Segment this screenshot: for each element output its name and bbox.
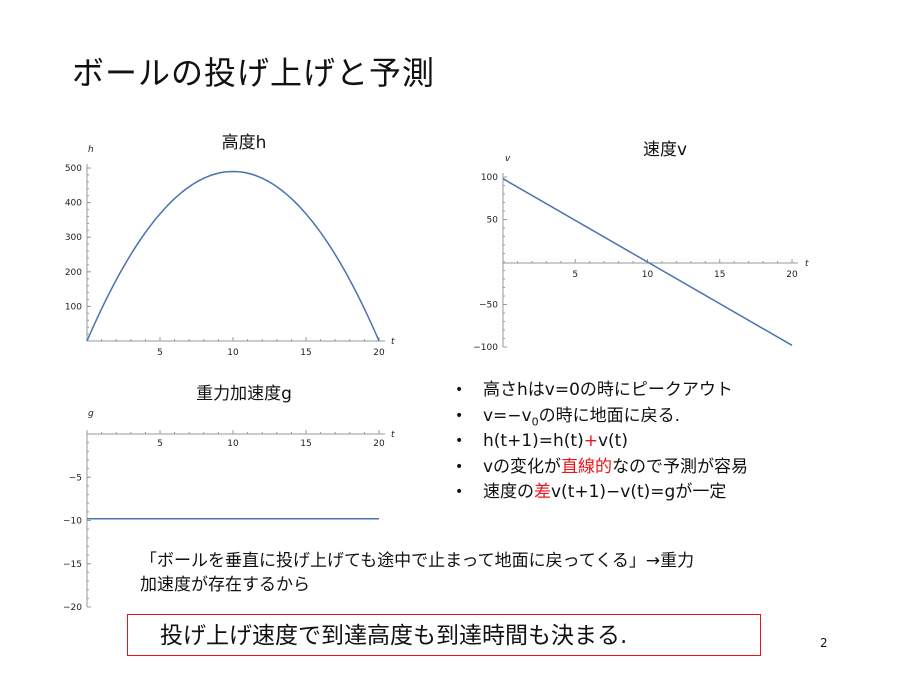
y-tick-label: −50 bbox=[479, 301, 498, 311]
x-tick-label: 5 bbox=[572, 270, 578, 280]
bullet-text: 高さhはv=0の時にピークアウト bbox=[483, 380, 733, 400]
x-tick-label: 15 bbox=[300, 348, 311, 358]
bullet-text: の時に地面に戻る. bbox=[538, 405, 681, 426]
y-tick-label: −20 bbox=[63, 603, 82, 613]
bullet-dot: • bbox=[455, 407, 464, 424]
y-tick-label: 50 bbox=[487, 216, 499, 226]
y-tick-label: −10 bbox=[63, 517, 82, 527]
bullet-text: v(t+1)−v(t)=gが一定 bbox=[551, 482, 727, 502]
y-tick-label: −5 bbox=[69, 473, 82, 483]
x-tick-label: 10 bbox=[642, 270, 654, 280]
x-axis-label: t bbox=[805, 259, 809, 269]
bullet-dot: • bbox=[455, 484, 464, 500]
page-number: 2 bbox=[820, 636, 828, 650]
y-tick-label: 300 bbox=[65, 233, 82, 243]
y-tick-label: 200 bbox=[65, 268, 82, 278]
y-axis-label: h bbox=[88, 145, 94, 155]
x-tick-label: 20 bbox=[373, 348, 385, 358]
bullet-highlight: + bbox=[583, 431, 598, 451]
x-tick-label: 15 bbox=[300, 439, 311, 449]
x-axis-label: t bbox=[391, 430, 395, 440]
x-tick-label: 20 bbox=[373, 439, 385, 449]
slide-title: ボールの投げ上げと予測 bbox=[72, 54, 436, 92]
bullet-item: • vの変化が直線的なので予測が容易 bbox=[455, 455, 748, 481]
y-tick-label: −100 bbox=[473, 343, 498, 353]
bullet-text: vの変化が bbox=[483, 456, 562, 477]
summary-box: 投げ上げ速度で到達高度も到達時間も決まる. bbox=[127, 614, 761, 656]
bullet-text: 0 bbox=[531, 414, 539, 428]
x-tick-label: 10 bbox=[227, 348, 239, 358]
y-tick-label: −15 bbox=[63, 560, 82, 570]
series-line bbox=[86, 170, 380, 342]
bullet-highlight: 直線的 bbox=[561, 456, 613, 477]
x-tick-label: 20 bbox=[786, 270, 798, 280]
bullet-text: v=−v bbox=[483, 405, 532, 426]
series-line bbox=[502, 178, 793, 346]
bullet-item: • 速度の差v(t+1)−v(t)=gが一定 bbox=[455, 480, 748, 506]
bullet-item: • v=−v0の時に地面に戻る. bbox=[455, 404, 748, 430]
x-axis-label: t bbox=[391, 337, 395, 347]
explanation-note: 「ボールを垂直に投げ上げても途中で止まって地面に戻ってくる」→重力 加速度が存在… bbox=[140, 549, 694, 597]
y-axis-label: g bbox=[88, 409, 94, 419]
bullet-text: 速度の bbox=[483, 482, 534, 502]
bullet-dot: • bbox=[455, 433, 464, 449]
bullet-highlight: 差 bbox=[534, 482, 551, 502]
note-line: 「ボールを垂直に投げ上げても途中で止まって地面に戻ってくる」→重力 bbox=[140, 551, 695, 571]
y-tick-label: 100 bbox=[65, 302, 82, 312]
y-axis-label: v bbox=[505, 154, 511, 164]
bullet-list: • 高さhはv=0の時にピークアウト • v=−v0の時に地面に戻る. • h(t+1)=… bbox=[455, 378, 748, 506]
bullet-item: • h(t+1)=h(t)+v(t) bbox=[455, 429, 748, 455]
y-tick-label: 500 bbox=[65, 164, 82, 174]
bullet-text: なので予測が容易 bbox=[612, 456, 749, 477]
bullet-text: h(t+1)=h(t) bbox=[483, 431, 584, 451]
y-tick-label: 400 bbox=[65, 199, 82, 209]
bullet-text: v(t) bbox=[597, 431, 628, 451]
bullet-dot: • bbox=[455, 382, 464, 398]
y-tick-label: 100 bbox=[481, 173, 498, 183]
chart-title: 高度h bbox=[222, 133, 267, 153]
x-tick-label: 15 bbox=[714, 270, 725, 280]
x-tick-label: 5 bbox=[157, 348, 163, 358]
x-tick-label: 5 bbox=[157, 439, 163, 449]
bullet-dot: • bbox=[455, 458, 464, 475]
chart-title: 重力加速度g bbox=[196, 384, 292, 404]
x-tick-label: 10 bbox=[227, 439, 239, 449]
bullet-item: • 高さhはv=0の時にピークアウト bbox=[455, 378, 748, 404]
chart-title: 速度v bbox=[643, 140, 687, 160]
note-line: 加速度が存在するから bbox=[140, 575, 310, 595]
